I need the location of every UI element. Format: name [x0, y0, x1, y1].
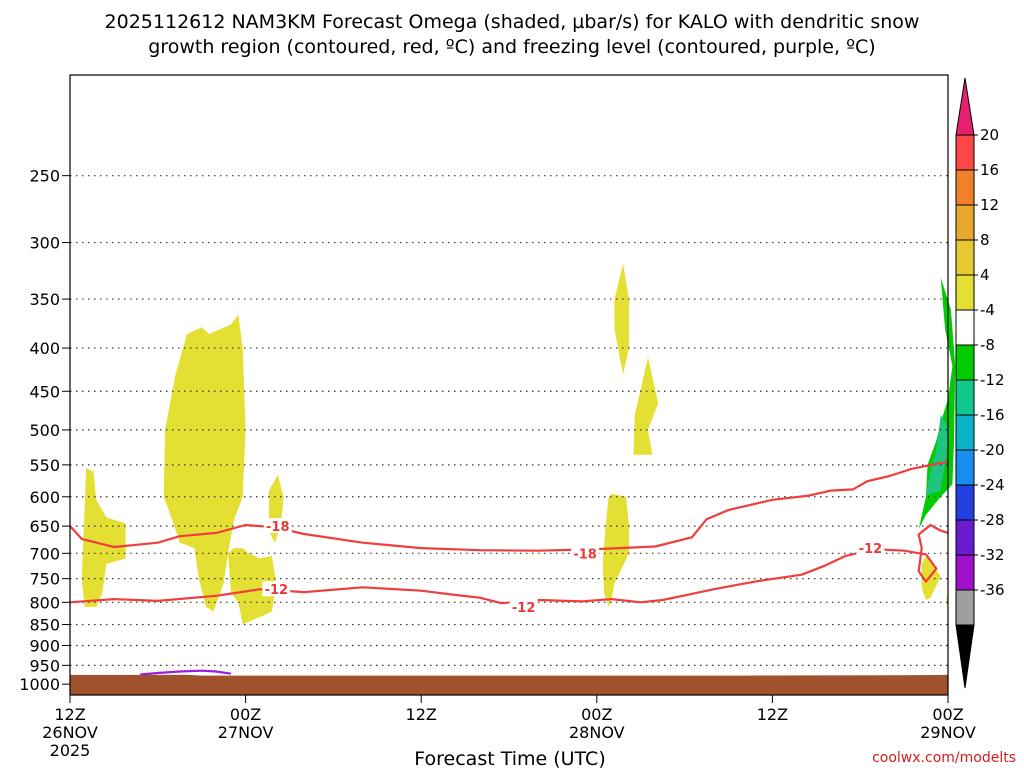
colorbar-label-0: 20: [980, 126, 999, 144]
colorbar-swatch-12: [955, 519, 975, 556]
contour-label--12-2: -12: [859, 542, 883, 557]
y-tick-label-500: 500: [29, 421, 60, 440]
y-tick-label-800: 800: [29, 593, 60, 612]
colorbar-swatch-14: [955, 589, 975, 626]
omega-colorbar: 20 16 12 8 4 -4 -8 -12 -16 -20 -24 -28 -32 -36: [955, 77, 1005, 689]
omega-region-4-to-8-1: [163, 314, 246, 612]
omega-shading: [81, 263, 956, 625]
colorbar-swatch-10: [955, 449, 975, 486]
contour-label--18-1: -18: [573, 547, 597, 562]
x-tick-label-3-1: 28NOV: [569, 723, 625, 742]
colorbar-label-6: -8: [980, 336, 995, 354]
contour-label-bg: [509, 598, 538, 614]
y-tick-label-400: 400: [29, 339, 60, 358]
omega-region-4-to-8-2: [228, 548, 277, 625]
colorbar-swatch-4: [955, 239, 975, 276]
y-tick-label-900: 900: [29, 637, 60, 656]
x-tick-label-5-0: 00Z: [932, 705, 963, 724]
y-tick-label-250: 250: [29, 167, 60, 186]
x-tick-label-1-1: 27NOV: [218, 723, 274, 742]
omega-region-4-to-8-5: [614, 263, 629, 375]
x-tick-label-4-0: 12Z: [757, 705, 788, 724]
colorbar-swatch-7: [955, 344, 975, 381]
y-tick-label-850: 850: [29, 616, 60, 635]
colorbar-swatch-3: [955, 204, 975, 241]
plot-frame: [69, 74, 949, 696]
colorbar-swatch-2: [955, 169, 975, 206]
pressure-gridlines: [70, 175, 948, 685]
contour-line-freezing-level: [140, 669, 232, 676]
terrain-ground: [70, 674, 948, 695]
contour-label-bg: [856, 540, 885, 556]
contour-label-bg: [263, 518, 292, 534]
x-tick-label-0-2: 2025: [50, 741, 91, 760]
colorbar-label-5: -4: [980, 301, 995, 319]
x-tick-label-0-0: 12Z: [54, 705, 85, 724]
contour-label--12-1: -12: [512, 601, 536, 616]
x-tick-label-5-1: 29NOV: [920, 723, 976, 742]
colorbar-swatch-9: [955, 414, 975, 451]
omega-region-4-to-8-4: [602, 493, 629, 607]
temperature-contours: -18 -18 -12 -12 -12: [69, 460, 949, 676]
colorbar-label-1: 16: [980, 161, 999, 179]
colorbar-swatch-13: [955, 554, 975, 591]
colorbar-label-9: -20: [980, 441, 1005, 459]
colorbar-label-3: 8: [980, 231, 990, 249]
colorbar-label-10: -24: [980, 476, 1005, 494]
contour-label--12-0: -12: [265, 583, 289, 598]
x-tick-label-3-0: 00Z: [581, 705, 612, 724]
omega-region-4-to-8-7: [921, 555, 941, 600]
y-tick-label-650: 650: [29, 517, 60, 536]
omega-region-4-to-8-0: [81, 468, 126, 607]
title-line-2: growth region (contoured, red, ºC) and f…: [148, 36, 875, 58]
contour-label-bg: [262, 581, 291, 597]
omega-region-4-to-8-6: [633, 357, 659, 455]
x-tick-label-2-0: 12Z: [406, 705, 437, 724]
colorbar-swatch-8: [955, 379, 975, 416]
terrain-fill: [70, 674, 948, 695]
omega-region--12-to--8-0: [926, 414, 950, 496]
y-tick-label-300: 300: [29, 234, 60, 253]
y-tick-label-450: 450: [29, 382, 60, 401]
contour-label-bg: [571, 545, 600, 561]
y-tick-label-750: 750: [29, 570, 60, 589]
colorbar-label-2: 12: [980, 196, 999, 214]
x-axis-title: Forecast Time (UTC): [414, 748, 605, 768]
colorbar-bottom-arrow: [955, 624, 975, 689]
x-tick-label-0-1: 26NOV: [42, 723, 98, 742]
colorbar-label-4: 4: [980, 266, 990, 284]
credit-text: coolwx.com/modelts: [872, 750, 1016, 766]
pressure-axis: 250 300 350 400 450 500 550 600 650 700 750 800 850 9…: [19, 167, 70, 694]
colorbar-label-12: -32: [980, 546, 1005, 564]
colorbar-swatch-1: [955, 134, 975, 171]
colorbar-swatch-11: [955, 484, 975, 521]
y-tick-label-1000: 1000: [19, 675, 60, 694]
colorbar-label-7: -12: [980, 371, 1005, 389]
y-tick-label-550: 550: [29, 456, 60, 475]
colorbar-swatch-6: [955, 309, 975, 346]
colorbar-label-13: -36: [980, 581, 1005, 599]
y-tick-label-350: 350: [29, 290, 60, 309]
y-tick-label-600: 600: [29, 488, 60, 507]
plot-border: [69, 74, 949, 696]
contour-line--12: [69, 523, 949, 605]
colorbar-top-arrow: [955, 77, 975, 136]
colorbar-label-8: -16: [980, 406, 1005, 424]
contour-label--18-0: -18: [266, 520, 290, 535]
contour-line--18: [69, 460, 949, 552]
colorbar-swatch-5: [955, 274, 975, 311]
y-tick-label-950: 950: [29, 656, 60, 675]
x-tick-label-1-0: 00Z: [230, 705, 261, 724]
y-tick-label-700: 700: [29, 544, 60, 563]
title-line-1: 2025112612 NAM3KM Forecast Omega (shaded…: [105, 11, 920, 33]
colorbar-label-11: -28: [980, 511, 1005, 529]
